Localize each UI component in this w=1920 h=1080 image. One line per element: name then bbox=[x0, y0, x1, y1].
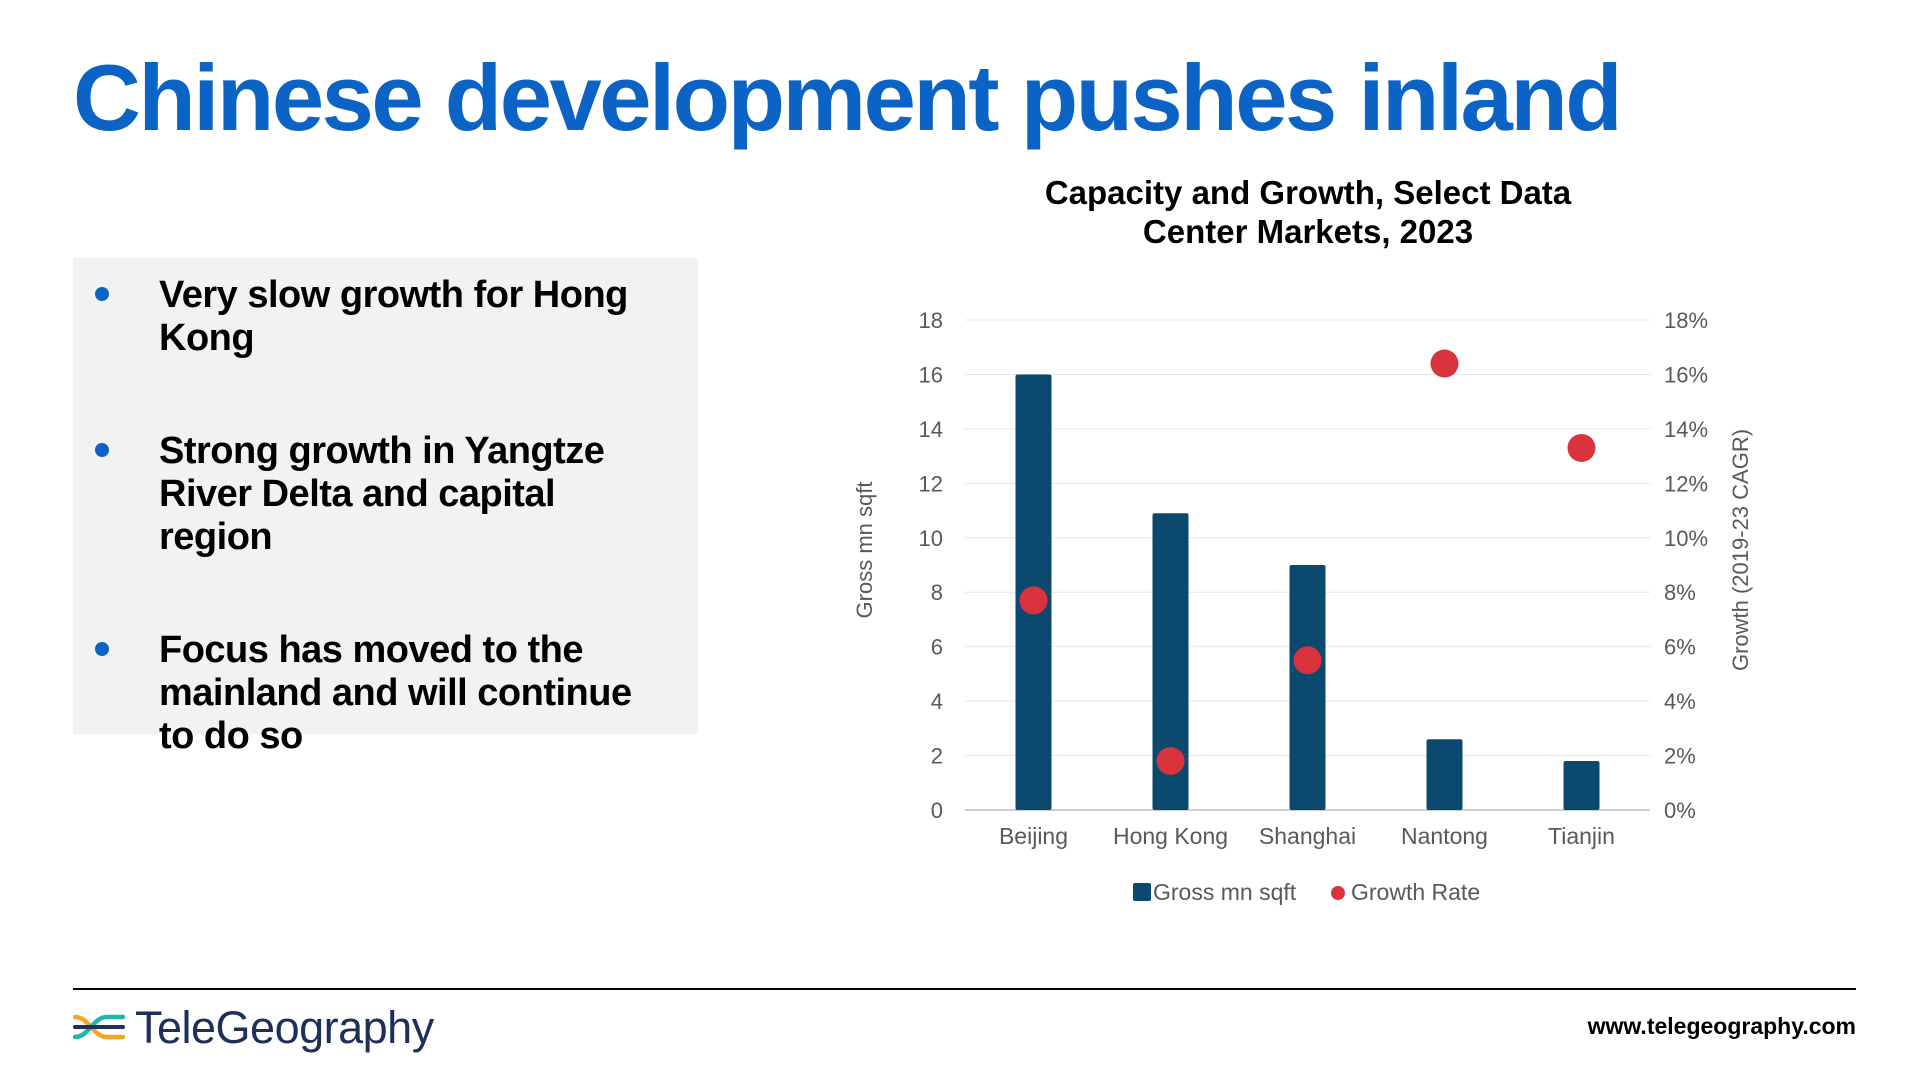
y-tick-label: 4 bbox=[931, 689, 943, 714]
y2-axis-label: Growth (2019-23 CAGR) bbox=[1728, 429, 1753, 671]
bullet-dot-icon bbox=[95, 287, 109, 301]
chart-legend: Gross mn sqft Growth Rate bbox=[1133, 879, 1480, 905]
legend-label-growth: Growth Rate bbox=[1351, 879, 1480, 905]
bullet-item: Very slow growth for Hong Kong bbox=[73, 274, 698, 360]
x-tick-label: Hong Kong bbox=[1113, 823, 1228, 849]
point-growth-nantong bbox=[1430, 349, 1459, 378]
y-tick-label: 0 bbox=[931, 798, 943, 823]
y-tick-label: 6 bbox=[931, 635, 943, 660]
logo-wordmark: TeleGeography bbox=[135, 1001, 434, 1053]
y-tick-label: 12 bbox=[919, 471, 943, 496]
x-tick-label: Shanghai bbox=[1259, 823, 1356, 849]
bullet-panel: Very slow growth for Hong Kong Strong gr… bbox=[73, 258, 698, 757]
x-tick-label: Tianjin bbox=[1548, 823, 1615, 849]
y-tick-label: 16 bbox=[919, 362, 943, 387]
y-tick-label: 14 bbox=[919, 417, 943, 442]
y2-tick-label: 8% bbox=[1664, 580, 1696, 605]
telegeography-logo-icon bbox=[73, 1014, 125, 1040]
y2-tick-label: 0% bbox=[1664, 798, 1696, 823]
point-growth-tianjin bbox=[1567, 433, 1596, 462]
bullet-dot-icon bbox=[95, 443, 109, 457]
point-growth-shanghai bbox=[1293, 646, 1322, 675]
y2-tick-label: 2% bbox=[1664, 744, 1696, 769]
bullet-text: Very slow growth for Hong Kong bbox=[159, 274, 628, 359]
bullet-item: Focus has moved to the mainland and will… bbox=[73, 629, 698, 758]
x-tick-label: Beijing bbox=[999, 823, 1068, 849]
chart-container: Capacity and Growth, Select Data Center … bbox=[840, 170, 1840, 920]
bar-gross-tianjin bbox=[1563, 761, 1600, 810]
x-tick-label: Nantong bbox=[1401, 823, 1488, 849]
y2-tick-label: 6% bbox=[1664, 635, 1696, 660]
point-growth-hong-kong bbox=[1156, 747, 1185, 775]
bullet-text: Focus has moved to the mainland and will… bbox=[159, 629, 632, 757]
y-tick-label: 10 bbox=[919, 526, 943, 551]
y-axis-label: Gross mn sqft bbox=[852, 482, 877, 619]
bullet-text: Strong growth in Yangtze River Delta and… bbox=[159, 430, 605, 558]
bullet-item: Strong growth in Yangtze River Delta and… bbox=[73, 430, 698, 559]
y2-tick-label: 10% bbox=[1664, 526, 1708, 551]
bar-gross-nantong bbox=[1426, 739, 1463, 810]
telegeography-logo: TeleGeography bbox=[73, 1002, 434, 1052]
y2-tick-label: 14% bbox=[1664, 417, 1708, 442]
chart-title-line2: Center Markets, 2023 bbox=[1143, 213, 1473, 250]
y-tick-label: 8 bbox=[931, 580, 943, 605]
footer-divider bbox=[73, 988, 1856, 990]
legend-swatch-growth bbox=[1331, 886, 1345, 900]
legend-label-gross: Gross mn sqft bbox=[1153, 879, 1297, 905]
bullet-dot-icon bbox=[95, 642, 109, 656]
footer-url[interactable]: www.telegeography.com bbox=[1587, 1013, 1856, 1039]
bar-gross-shanghai bbox=[1289, 565, 1326, 810]
point-growth-beijing bbox=[1019, 586, 1048, 615]
y2-tick-label: 4% bbox=[1664, 689, 1696, 714]
bullet-list: Very slow growth for Hong Kong Strong gr… bbox=[73, 274, 698, 828]
y-tick-label: 2 bbox=[931, 744, 943, 769]
y2-tick-label: 18% bbox=[1664, 308, 1708, 333]
chart-title-line1: Capacity and Growth, Select Data bbox=[1045, 174, 1572, 211]
capacity-growth-chart: Capacity and Growth, Select Data Center … bbox=[852, 174, 1753, 905]
y2-tick-label: 16% bbox=[1664, 362, 1708, 387]
legend-swatch-gross bbox=[1133, 883, 1151, 901]
slide-title: Chinese development pushes inland bbox=[73, 45, 1623, 150]
y-tick-label: 18 bbox=[919, 308, 943, 333]
bar-gross-hong-kong bbox=[1152, 513, 1189, 810]
y2-tick-label: 12% bbox=[1664, 471, 1708, 496]
